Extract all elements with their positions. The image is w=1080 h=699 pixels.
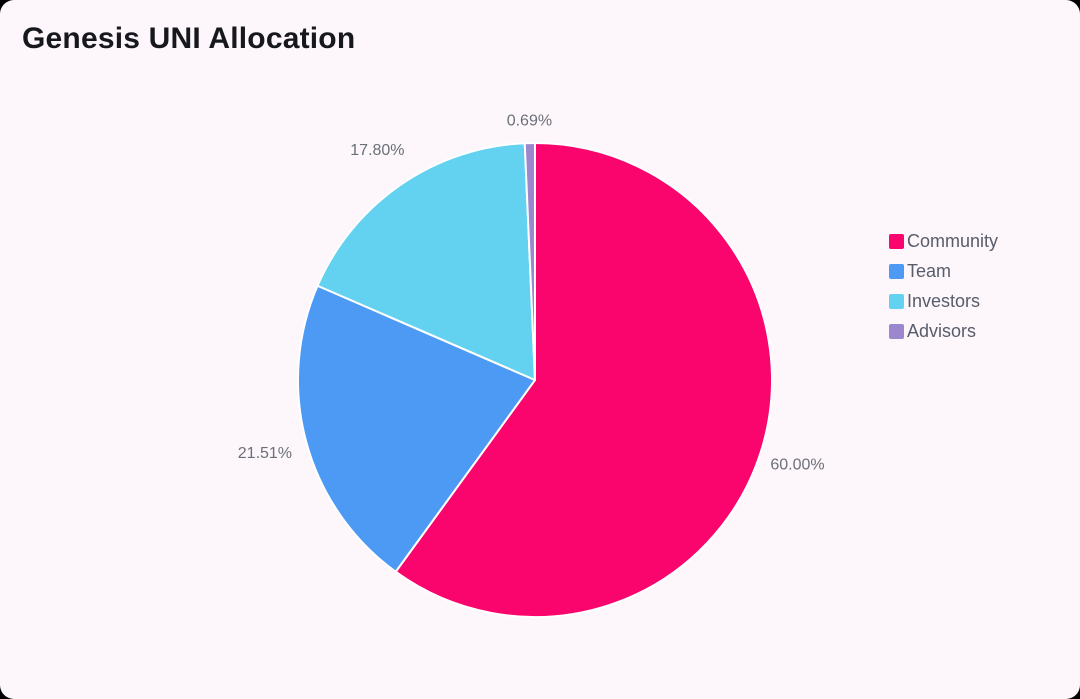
slice-percent-label-advisors: 0.69%	[507, 112, 552, 129]
legend: Community Team Investors Advisors	[889, 226, 998, 346]
slice-percent-label-investors: 17.80%	[350, 142, 404, 159]
legend-item-community[interactable]: Community	[889, 226, 998, 256]
legend-swatch-community	[889, 233, 904, 249]
legend-swatch-investors	[889, 293, 904, 309]
legend-item-investors[interactable]: Investors	[889, 286, 998, 316]
slice-percent-label-team: 21.51%	[238, 445, 292, 462]
legend-label-community: Community	[907, 230, 999, 251]
legend-item-team[interactable]: Team	[889, 256, 998, 286]
legend-swatch-advisors	[889, 323, 904, 339]
pie-slice-team[interactable]	[297, 284, 536, 573]
legend-label-advisors: Advisors	[907, 320, 977, 341]
legend-label-investors: Investors	[907, 290, 981, 311]
slice-percent-label-community: 60.00%	[770, 457, 824, 474]
legend-swatch-team	[889, 263, 904, 279]
legend-item-advisors[interactable]: Advisors	[889, 316, 998, 346]
chart-title: Genesis UNI Allocation	[22, 22, 356, 55]
pie-slice-community[interactable]	[394, 142, 773, 618]
legend-label-team: Team	[907, 260, 952, 281]
pie-slice-investors[interactable]	[316, 142, 536, 381]
pie-slice-advisors[interactable]	[523, 141, 536, 381]
